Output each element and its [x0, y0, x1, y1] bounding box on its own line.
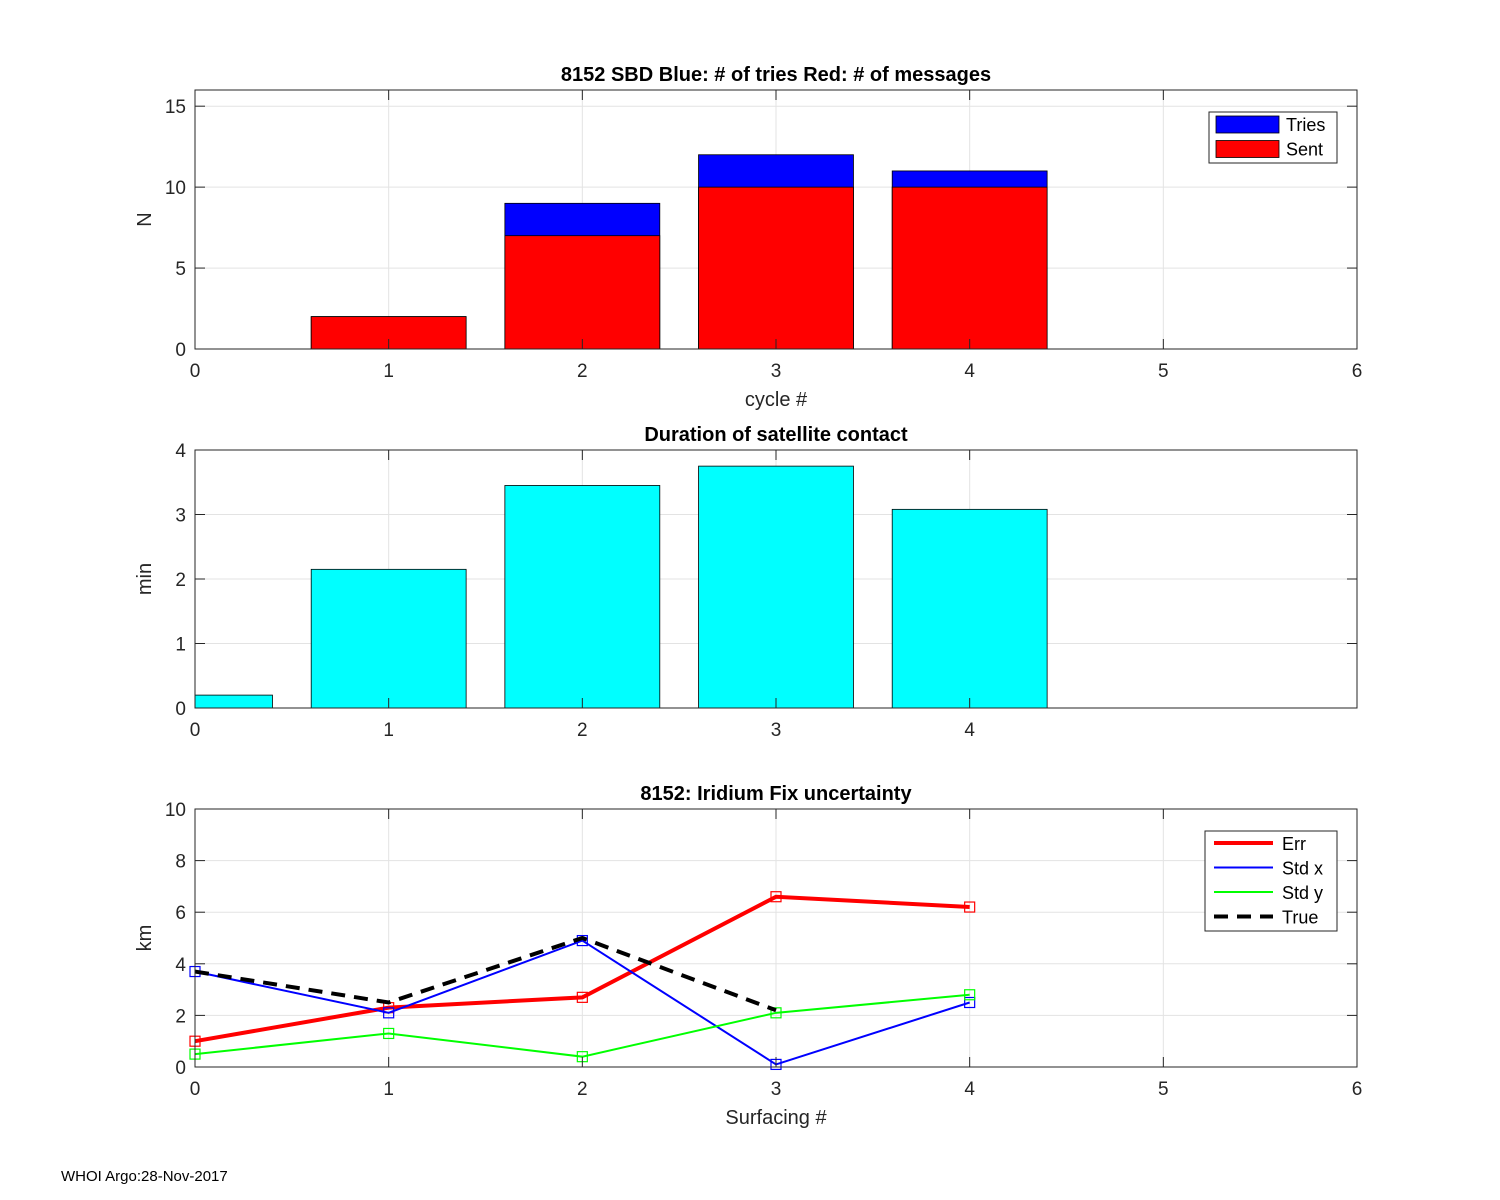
y-axis-label: min: [134, 563, 156, 595]
y-tick-label: 3: [175, 506, 186, 527]
legend-swatch: [1215, 115, 1280, 134]
legend-box: [1204, 830, 1338, 932]
marker-err: [964, 901, 976, 913]
bar-sent-3: [698, 186, 854, 350]
marker-std-y: [770, 1007, 782, 1019]
legend-label: Sent: [1286, 140, 1323, 160]
x-tick-label: 1: [383, 1079, 394, 1100]
x-axis-label: cycle #: [745, 389, 808, 411]
bar-sent-2: [504, 235, 661, 350]
legend-label: Tries: [1286, 115, 1325, 135]
y-tick-label: 4: [175, 441, 186, 462]
marker-std-x: [383, 1007, 395, 1019]
legend-label: Std x: [1282, 859, 1323, 879]
series-line-std-x: [194, 939, 970, 1066]
legend: Err Std x Std y True: [1204, 830, 1338, 932]
x-tick-label: 4: [964, 361, 975, 382]
chart-title: 8152 SBD Blue: # of tries Red: # of mess…: [561, 64, 991, 86]
x-tick-label: 4: [964, 720, 975, 741]
bar-sent-4: [891, 186, 1048, 350]
legend: Tries Sent: [1208, 111, 1338, 164]
x-tick-label: 2: [577, 1079, 588, 1100]
series-line-std-y: [194, 993, 970, 1058]
x-tick-label: 0: [190, 361, 201, 382]
y-axis-label: km: [134, 925, 156, 952]
legend-label: True: [1282, 908, 1318, 928]
x-tick-label: 5: [1158, 361, 1169, 382]
bar-duration-2: [504, 485, 661, 709]
legend-swatch: [1215, 140, 1280, 158]
y-tick-label: 10: [165, 800, 186, 821]
chart-3: 0 1 2 3 4 5 6 0 2 4 6 8 10 8152: Iridium Fix uncertai…: [134, 783, 1362, 1129]
y-tick-label: 5: [175, 259, 186, 280]
y-tick-label: 2: [175, 570, 186, 591]
marker-err: [576, 991, 588, 1003]
x-tick-label: 1: [383, 361, 394, 382]
footer-text: WHOI Argo:28-Nov-2017: [61, 1168, 228, 1185]
x-tick-label: 6: [1352, 1079, 1363, 1100]
y-tick-label: 6: [175, 903, 186, 924]
x-tick-label: 5: [1158, 1079, 1169, 1100]
x-tick-label: 0: [190, 720, 201, 741]
y-tick-label: 10: [165, 178, 186, 199]
chart-2: 0 1 2 3 4 0 1 2 3 4 Duration of satellite contact m…: [134, 424, 1358, 741]
marker-std-y: [383, 1027, 395, 1040]
y-tick-label: 0: [175, 340, 186, 361]
x-tick-label: 4: [964, 1079, 975, 1100]
bar-duration-1: [310, 568, 467, 709]
marker-std-y: [964, 989, 976, 1001]
y-tick-label: 2: [175, 1006, 186, 1027]
series-line-true: [194, 935, 777, 1013]
legend-label: Err: [1282, 834, 1306, 854]
x-tick-label: 2: [577, 720, 588, 741]
x-tick-label: 3: [771, 1079, 782, 1100]
x-tick-label: 3: [771, 720, 782, 741]
series-line-err: [194, 894, 970, 1044]
x-tick-label: 3: [771, 361, 782, 382]
y-tick-label: 1: [175, 635, 186, 656]
x-tick-label: 6: [1352, 361, 1363, 382]
y-axis-label: N: [134, 212, 156, 226]
legend-label: Std y: [1282, 883, 1323, 903]
chart-title: Duration of satellite contact: [644, 424, 908, 446]
x-tick-label: 1: [383, 720, 394, 741]
x-tick-label: 2: [577, 361, 588, 382]
x-axis-label: Surfacing #: [725, 1107, 827, 1129]
marker-err: [770, 891, 782, 903]
bar-duration-0: [194, 694, 273, 709]
y-tick-label: 4: [175, 955, 186, 976]
chart-title: 8152: Iridium Fix uncertainty: [640, 783, 912, 805]
x-tick-label: 0: [190, 1079, 201, 1100]
chart-1: 0 1 2 3 4 5 6 0 5 10 15 8152 SBD Blue: # of tries R…: [134, 64, 1362, 411]
bar-duration-4: [891, 508, 1048, 709]
bar-duration-3: [698, 465, 854, 709]
y-tick-label: 8: [175, 852, 186, 873]
y-tick-label: 15: [165, 97, 186, 118]
y-tick-label: 0: [175, 699, 186, 720]
y-tick-label: 0: [175, 1058, 186, 1079]
marker-std-x: [964, 996, 976, 1009]
